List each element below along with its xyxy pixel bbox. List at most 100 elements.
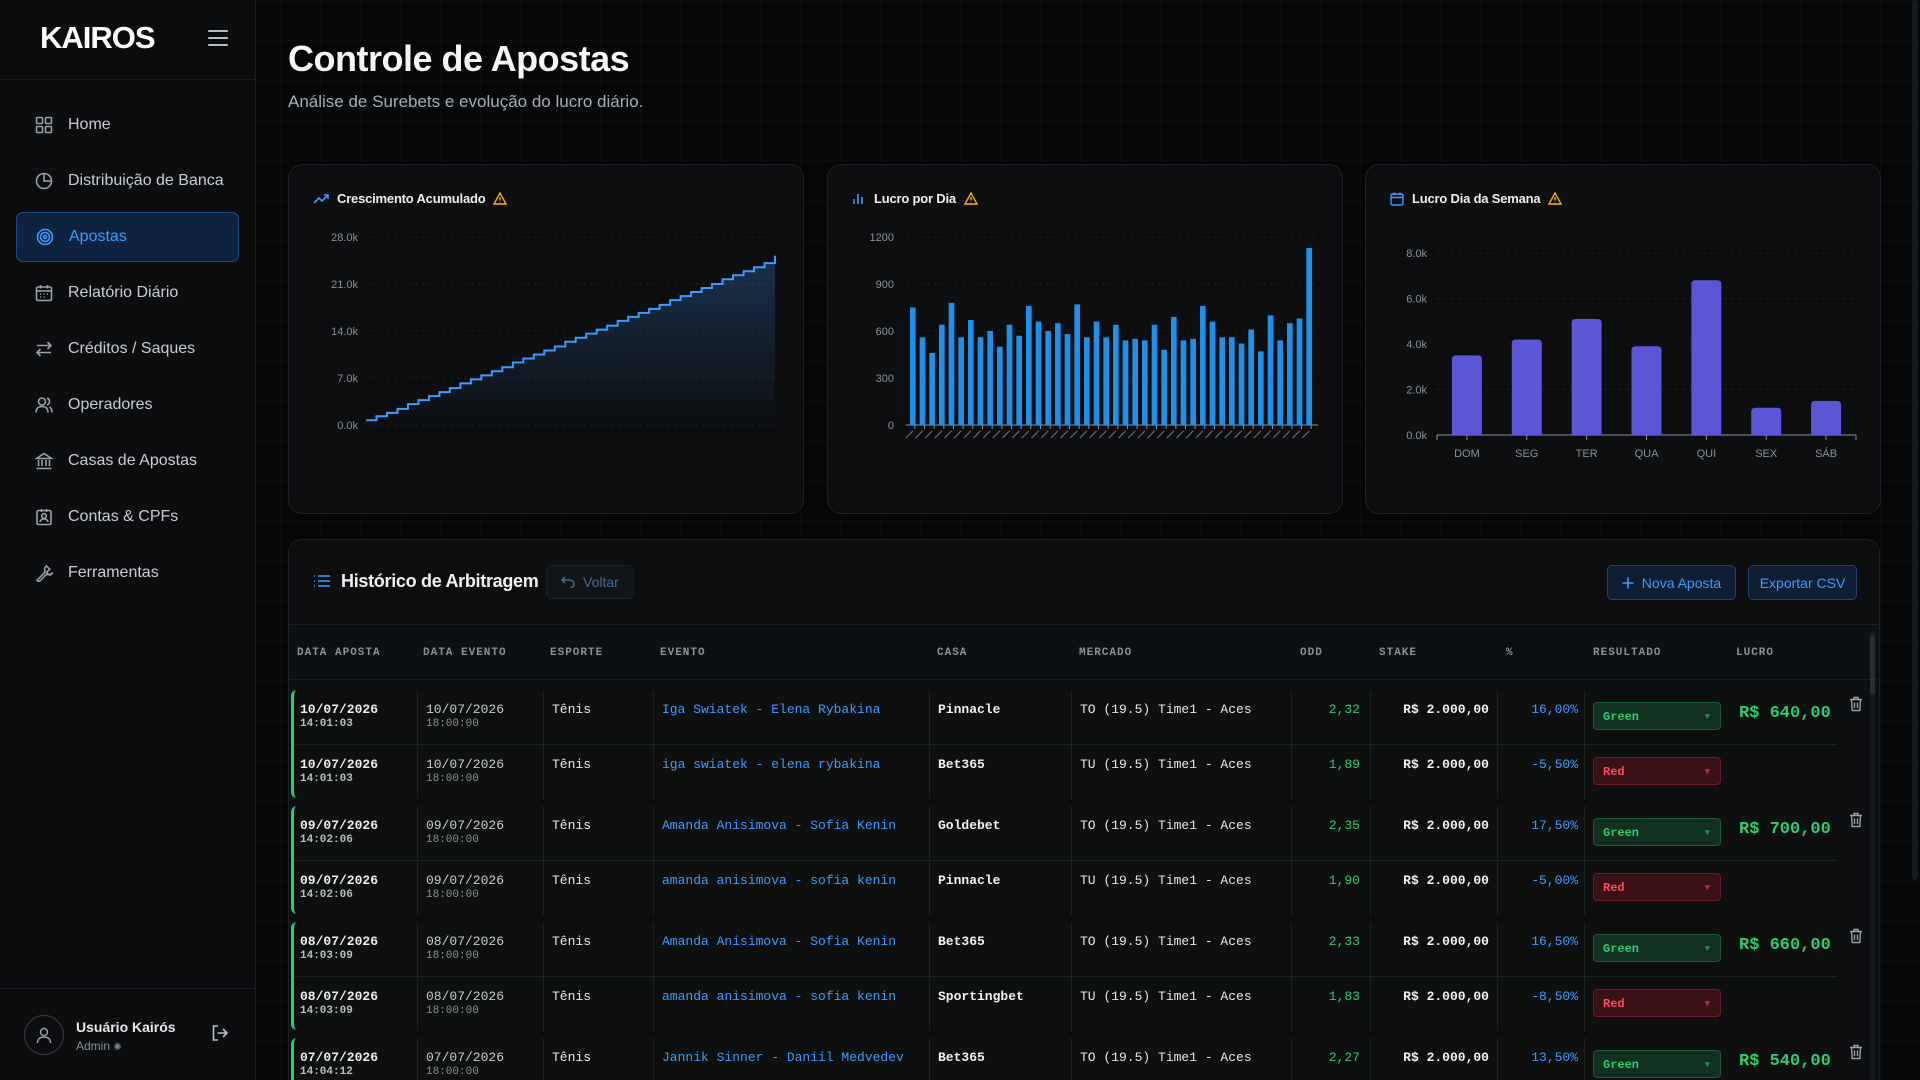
event-link[interactable]: Amanda Anisimova - Sofia Kenin xyxy=(662,934,897,949)
event-link[interactable]: amanda anisimova - sofia kenin xyxy=(662,873,897,888)
daily-bar xyxy=(1151,324,1158,425)
sidebar-item-apostas[interactable]: Apostas xyxy=(16,212,239,262)
event-link[interactable]: Amanda Anisimova - Sofia Kenin xyxy=(662,818,897,833)
col-lucro[interactable]: LUCRO xyxy=(1736,647,1775,659)
table-scrollbar-thumb[interactable] xyxy=(1870,635,1875,695)
sidebar-item-home[interactable]: Home xyxy=(16,100,239,150)
table-row[interactable]: 08/07/2026 14:03:09 08/07/2026 18:00:00 Têni… xyxy=(294,976,1837,1031)
event-time: 18:00:00 xyxy=(426,889,479,901)
x-tick-label-mark xyxy=(1234,430,1242,439)
event-time: 18:00:00 xyxy=(426,718,479,730)
bet-date: 09/07/2026 xyxy=(300,873,379,888)
kairos-logo[interactable]: KAIROS xyxy=(40,20,156,55)
result-select[interactable]: Green ▼ xyxy=(1593,1050,1721,1078)
export-csv-button[interactable]: Exportar CSV xyxy=(1748,565,1857,600)
bet-date: 08/07/2026 xyxy=(300,934,379,949)
trash-icon[interactable] xyxy=(1849,812,1863,833)
daily-bar xyxy=(968,320,974,425)
sport-name: Tênis xyxy=(552,702,592,717)
sidebar-item-creditos[interactable]: Créditos / Saques xyxy=(16,324,239,374)
y-tick-label: 0.0k xyxy=(1406,430,1427,442)
growth-line-chart: 0.0k 7.0k 14.0k 21.0k 28.0k xyxy=(331,232,779,432)
table-row[interactable]: 09/07/2026 14:02:06 09/07/2026 18:00:00 Têni… xyxy=(294,806,1837,860)
bet-time: 14:01:03 xyxy=(300,773,353,785)
sidebar: KAIROS Home Distribuição de Banca Aposta… xyxy=(0,0,256,1080)
sidebar-item-casas[interactable]: Casas de Apostas xyxy=(16,436,239,486)
table-scrollbar-track[interactable] xyxy=(1870,630,1875,1080)
table-cell: 2,27 xyxy=(1292,1038,1371,1080)
table-cell: Green ▼ xyxy=(1585,690,1728,744)
daily-bar xyxy=(1103,337,1109,425)
bet-date: 09/07/2026 xyxy=(300,818,379,833)
table-row[interactable]: 10/07/2026 14:01:03 10/07/2026 18:00:00 Têni… xyxy=(294,690,1837,744)
daily-bar xyxy=(1306,247,1312,425)
table-cell: R$ 2.000,00 xyxy=(1371,1038,1498,1080)
col-casa[interactable]: CASA xyxy=(937,647,968,659)
result-select[interactable]: Green ▼ xyxy=(1593,702,1721,730)
x-tick-label-mark xyxy=(1089,430,1097,439)
table-row[interactable]: 07/07/2026 14:04:12 07/07/2026 18:00:00 Têni… xyxy=(294,1038,1837,1080)
menu-toggle-icon[interactable] xyxy=(208,30,228,46)
card-title: Lucro Dia da Semana xyxy=(1412,191,1541,206)
back-button[interactable]: Voltar xyxy=(546,565,634,599)
x-tick-label-mark xyxy=(963,430,972,439)
calendar-icon xyxy=(1390,192,1404,206)
col-data-evento[interactable]: DATA EVENTO xyxy=(423,647,507,659)
trash-icon[interactable] xyxy=(1849,928,1863,949)
result-select[interactable]: Red ▼ xyxy=(1593,989,1721,1017)
table-row[interactable]: 08/07/2026 14:03:09 08/07/2026 18:00:00 Têni… xyxy=(294,922,1837,976)
daily-bar xyxy=(1248,329,1254,425)
calendar-icon xyxy=(34,283,54,303)
y-tick-label: 7.0k xyxy=(337,373,358,385)
trash-icon[interactable] xyxy=(1849,1044,1863,1065)
event-link[interactable]: Jannik Sinner - Daniil Medvedev xyxy=(662,1050,904,1065)
warning-icon[interactable] xyxy=(963,192,978,205)
table-row[interactable]: 10/07/2026 14:01:03 10/07/2026 18:00:00 Têni… xyxy=(294,744,1837,799)
result-select[interactable]: Green ▼ xyxy=(1593,818,1721,846)
daily-bar xyxy=(1267,315,1274,425)
sidebar-item-distribuicao[interactable]: Distribuição de Banca xyxy=(16,156,239,206)
col-data-aposta[interactable]: DATA APOSTA xyxy=(297,647,381,659)
undo-icon xyxy=(561,576,575,588)
sidebar-item-ferramentas[interactable]: Ferramentas xyxy=(16,548,239,598)
col-mercado[interactable]: MERCADO xyxy=(1079,647,1133,659)
result-value: Green xyxy=(1603,942,1640,956)
sidebar-item-operadores[interactable]: Operadores xyxy=(16,380,239,430)
weekday-bar xyxy=(1571,318,1602,435)
result-value: Green xyxy=(1603,1058,1640,1072)
sidebar-item-relatorio[interactable]: Relatório Diário xyxy=(16,268,239,318)
col-resultado[interactable]: RESULTADO xyxy=(1593,647,1662,659)
col-pct[interactable]: % xyxy=(1506,647,1514,659)
table-cell: 08/07/2026 14:03:09 xyxy=(294,977,418,1031)
chevron-down-icon: ▼ xyxy=(1704,828,1710,838)
settings-small-icon[interactable]: ✺ xyxy=(113,1042,122,1053)
result-select[interactable]: Red ▼ xyxy=(1593,757,1721,785)
page-scrollbar[interactable] xyxy=(1912,0,1918,880)
table-row[interactable]: 09/07/2026 14:02:06 09/07/2026 18:00:00 Têni… xyxy=(294,860,1837,915)
result-select[interactable]: Red ▼ xyxy=(1593,873,1721,901)
x-tick-label-mark xyxy=(1002,430,1010,439)
sidebar-item-contas[interactable]: Contas & CPFs xyxy=(16,492,239,542)
warning-icon[interactable] xyxy=(1548,192,1563,205)
daily-bar xyxy=(1142,340,1148,425)
x-tick-label-mark xyxy=(915,430,923,439)
event-link[interactable]: Iga Swiatek - Elena Rybakina xyxy=(662,702,881,717)
wrench-icon xyxy=(34,563,54,583)
daily-bar xyxy=(1171,316,1177,425)
table-cell: R$ 2.000,00 xyxy=(1371,806,1498,860)
table-cell: Amanda Anisimova - Sofia Kenin xyxy=(654,922,930,976)
col-stake[interactable]: STAKE xyxy=(1379,647,1418,659)
col-esporte[interactable]: ESPORTE xyxy=(550,647,604,659)
warning-icon[interactable] xyxy=(493,192,508,205)
new-bet-button[interactable]: Nova Aposta xyxy=(1607,565,1736,600)
col-evento[interactable]: EVENTO xyxy=(660,647,706,659)
avatar[interactable] xyxy=(24,1015,64,1055)
trash-icon[interactable] xyxy=(1849,696,1863,717)
logout-icon[interactable] xyxy=(210,1023,230,1048)
x-tick-label-mark xyxy=(1243,430,1252,439)
result-select[interactable]: Green ▼ xyxy=(1593,934,1721,962)
bookmaker-name: Bet365 xyxy=(938,1050,985,1065)
event-link[interactable]: amanda anisimova - sofia kenin xyxy=(662,989,897,1004)
col-odd[interactable]: ODD xyxy=(1300,647,1323,659)
event-link[interactable]: iga swiatek - elena rybakina xyxy=(662,757,881,772)
